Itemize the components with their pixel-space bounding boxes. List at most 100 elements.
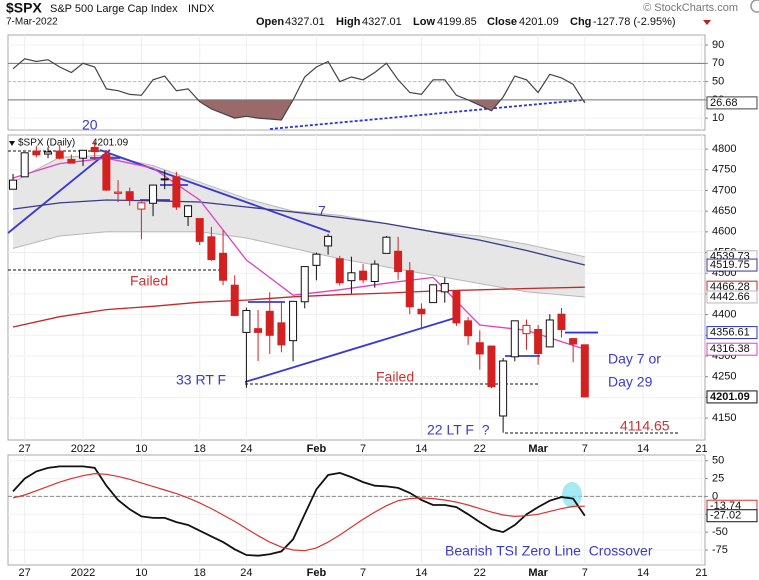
tsi-line xyxy=(12,465,586,557)
value-box xyxy=(706,290,758,304)
change-value: -127.78 (-2.95%) xyxy=(593,16,676,28)
header: $SPX S&P 500 Large Cap Index INDX © Stoc… xyxy=(6,0,759,28)
candle-body xyxy=(277,322,286,346)
candle-body xyxy=(394,250,403,273)
high-label: High xyxy=(336,16,361,28)
close-label: Close xyxy=(487,16,517,28)
close-value: 4201.09 xyxy=(519,16,559,28)
candle-body xyxy=(195,218,204,242)
y-tick-label: 25 xyxy=(712,472,724,484)
y-tick-label: 4800 xyxy=(712,143,736,155)
x-tick-label: 2022 xyxy=(71,443,95,455)
down-arrow xyxy=(703,20,711,25)
low-value: 4199.85 xyxy=(437,16,477,28)
candle-body xyxy=(440,283,449,293)
candle-body xyxy=(487,345,496,388)
x-tick-label: 14 xyxy=(415,567,427,579)
x-tick-label: 7 xyxy=(582,567,588,579)
high-value: 4327.01 xyxy=(362,16,402,28)
x-tick-label: 22 xyxy=(474,567,486,579)
candle-body xyxy=(452,290,461,324)
rsi-panel xyxy=(7,34,706,131)
candle-body xyxy=(569,338,578,345)
value-label: 4201.09 xyxy=(710,391,750,403)
settings-icon[interactable] xyxy=(750,0,759,13)
index-name: S&P 500 Large Cap Index xyxy=(50,3,178,15)
candle-body xyxy=(32,150,41,156)
y-tick-label: 0 xyxy=(712,490,718,502)
x-tick-label: 10 xyxy=(135,443,147,455)
y-tick-label: -50 xyxy=(712,526,728,538)
x-tick-label: 14 xyxy=(637,443,649,455)
candle-body xyxy=(9,179,18,190)
value-box xyxy=(706,258,758,272)
candle-body xyxy=(265,310,274,336)
candle-body xyxy=(172,176,181,208)
candle-body xyxy=(137,202,146,210)
candle-body xyxy=(207,236,216,261)
y-tick-label: 4400 xyxy=(712,309,736,321)
open-value: 4327.01 xyxy=(285,16,325,28)
highlight xyxy=(562,482,582,508)
y-tick-label: 50 xyxy=(712,455,724,467)
candle-body xyxy=(114,191,123,194)
annotation: Failed xyxy=(130,273,168,289)
annotation: Day 7 or xyxy=(608,351,661,367)
candle-body xyxy=(79,149,88,159)
candle-body xyxy=(102,153,111,191)
candle-body xyxy=(324,235,333,247)
annotation: Bearish TSI Zero Line Crossover xyxy=(445,543,653,559)
candle-body xyxy=(44,151,53,155)
candle-body xyxy=(219,252,228,281)
date: 7-Mar-2022 xyxy=(6,17,58,28)
change-label: Chg xyxy=(570,16,591,28)
x-tick-label: 27 xyxy=(19,443,31,455)
moving-average xyxy=(12,199,585,266)
x-tick-label: 21 xyxy=(695,443,707,455)
candle-body xyxy=(230,284,239,316)
candle-body xyxy=(20,152,29,178)
candle-body xyxy=(370,263,379,282)
legend-close: 4201.09 xyxy=(92,138,129,149)
value-box xyxy=(706,326,758,340)
annotation: 20 xyxy=(82,117,98,133)
candle-body xyxy=(312,253,321,266)
candle-body xyxy=(90,146,99,153)
candle-body xyxy=(359,270,368,281)
x-tick-label: 7 xyxy=(360,443,366,455)
candle-body xyxy=(510,320,519,358)
y-tick-label: 4600 xyxy=(712,226,736,238)
x-tick-label: 7 xyxy=(582,443,588,455)
candle-body xyxy=(242,309,251,333)
candle-body xyxy=(405,270,414,308)
x-tick-label: 10 xyxy=(135,567,147,579)
x-tick-label: 7 xyxy=(360,567,366,579)
exchange: INDX xyxy=(188,3,215,15)
y-tick-label: -75 xyxy=(712,544,728,556)
trend-line xyxy=(244,317,456,383)
value-box xyxy=(706,509,758,523)
x-tick-label: 18 xyxy=(194,567,206,579)
candle-body xyxy=(335,258,344,284)
x-tick-label: 24 xyxy=(240,567,252,579)
y-tick-label: 4150 xyxy=(712,412,736,424)
y-tick-label: 4250 xyxy=(712,371,736,383)
value-label: 4466.28 xyxy=(710,281,750,293)
value-label: -27.02 xyxy=(710,510,741,522)
x-tick-label: 18 xyxy=(194,443,206,455)
x-tick-label: 22 xyxy=(474,443,486,455)
candle-body xyxy=(429,284,438,304)
x-tick-label: 14 xyxy=(415,443,427,455)
candle-body xyxy=(417,308,426,315)
candle-body xyxy=(184,205,193,218)
candle-body xyxy=(300,266,309,303)
candle-body xyxy=(557,313,566,331)
annotation: Failed xyxy=(376,369,414,385)
rsi-line xyxy=(12,58,586,121)
source: © StockCharts.com xyxy=(643,2,738,14)
candle-body xyxy=(254,328,263,333)
y-tick-label: 10 xyxy=(712,112,724,124)
candle-body xyxy=(545,319,554,348)
candle-body xyxy=(55,150,64,159)
candle-body xyxy=(289,300,298,342)
